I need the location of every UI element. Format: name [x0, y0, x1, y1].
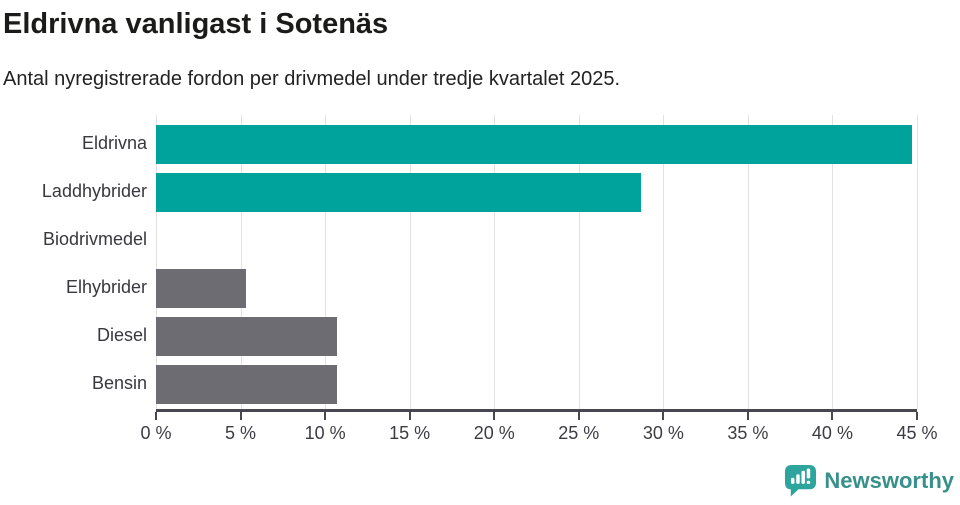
tick-mark: [746, 412, 749, 421]
bar-bensin: [156, 364, 337, 404]
tick-label: 20 %: [473, 423, 515, 444]
bar-chart: Eldrivna Laddhybrider Biodrivmedel Elhybrid…: [3, 115, 938, 454]
tick-mark: [324, 412, 327, 421]
category-label: Biodrivmedel: [42, 229, 147, 250]
gridline: [747, 115, 749, 410]
tick-label: 35 %: [727, 423, 769, 444]
brand-name: Newsworthy: [824, 467, 954, 493]
gridline: [325, 115, 327, 410]
tick-mark: [493, 412, 496, 421]
bar-diesel: [156, 316, 337, 356]
bar-row: [156, 120, 917, 168]
tick-mark: [662, 412, 665, 421]
plot-area: 0 % 5 % 10 % 15 % 20 % 25 % 30 % 35 % 40 % 45 %: [140, 115, 938, 454]
tick-label: 10 %: [304, 423, 346, 444]
x-axis-line: [156, 409, 917, 413]
gridline: [578, 115, 580, 410]
gridline: [156, 115, 157, 410]
tick-label: 30 %: [642, 423, 684, 444]
tick-mark: [577, 412, 580, 421]
tick-mark: [239, 412, 242, 421]
x-axis-ticks: 0 % 5 % 10 % 15 % 20 % 25 % 30 % 35 % 40 % 45 %: [140, 412, 938, 454]
tick-label: 40 %: [811, 423, 853, 444]
gridline: [494, 115, 496, 410]
tick-label: 45 %: [896, 423, 938, 444]
bar-row: [156, 168, 917, 216]
bar-laddhybrider: [156, 172, 642, 212]
chart-subtitle: Antal nyregistrerade fordon per drivmede…: [3, 68, 621, 91]
tick-label: 25 %: [558, 423, 600, 444]
category-label: Bensin: [91, 373, 147, 394]
bar-row: [156, 360, 917, 408]
category-label: Diesel: [96, 325, 147, 346]
bar-elhybrider: [156, 268, 246, 308]
gridline: [409, 115, 411, 410]
bar-eldrivna: [156, 124, 912, 164]
tick-mark: [916, 412, 918, 421]
gridline: [240, 115, 242, 410]
chart-title: Eldrivna vanligast i Sotenäs: [3, 8, 389, 40]
gridline: [663, 115, 665, 410]
newsworthy-logo-icon: [785, 464, 817, 497]
tick-mark: [408, 412, 411, 421]
gridline: [832, 115, 834, 410]
tick-mark: [155, 412, 157, 421]
bar-row: [156, 312, 917, 360]
category-labels: Eldrivna Laddhybrider Biodrivmedel Elhybrid…: [3, 119, 156, 454]
tick-label: 0 %: [140, 423, 172, 444]
bar-row: [156, 264, 917, 312]
brand-footer: Newsworthy: [784, 464, 954, 497]
tick-label: 15 %: [389, 423, 431, 444]
gridline: [917, 115, 918, 410]
category-label: Eldrivna: [81, 133, 147, 154]
tick-mark: [831, 412, 834, 421]
tick-label: 5 %: [225, 423, 257, 444]
category-label: Elhybrider: [65, 277, 147, 298]
category-label: Laddhybrider: [41, 181, 147, 202]
bar-row: [156, 216, 917, 264]
